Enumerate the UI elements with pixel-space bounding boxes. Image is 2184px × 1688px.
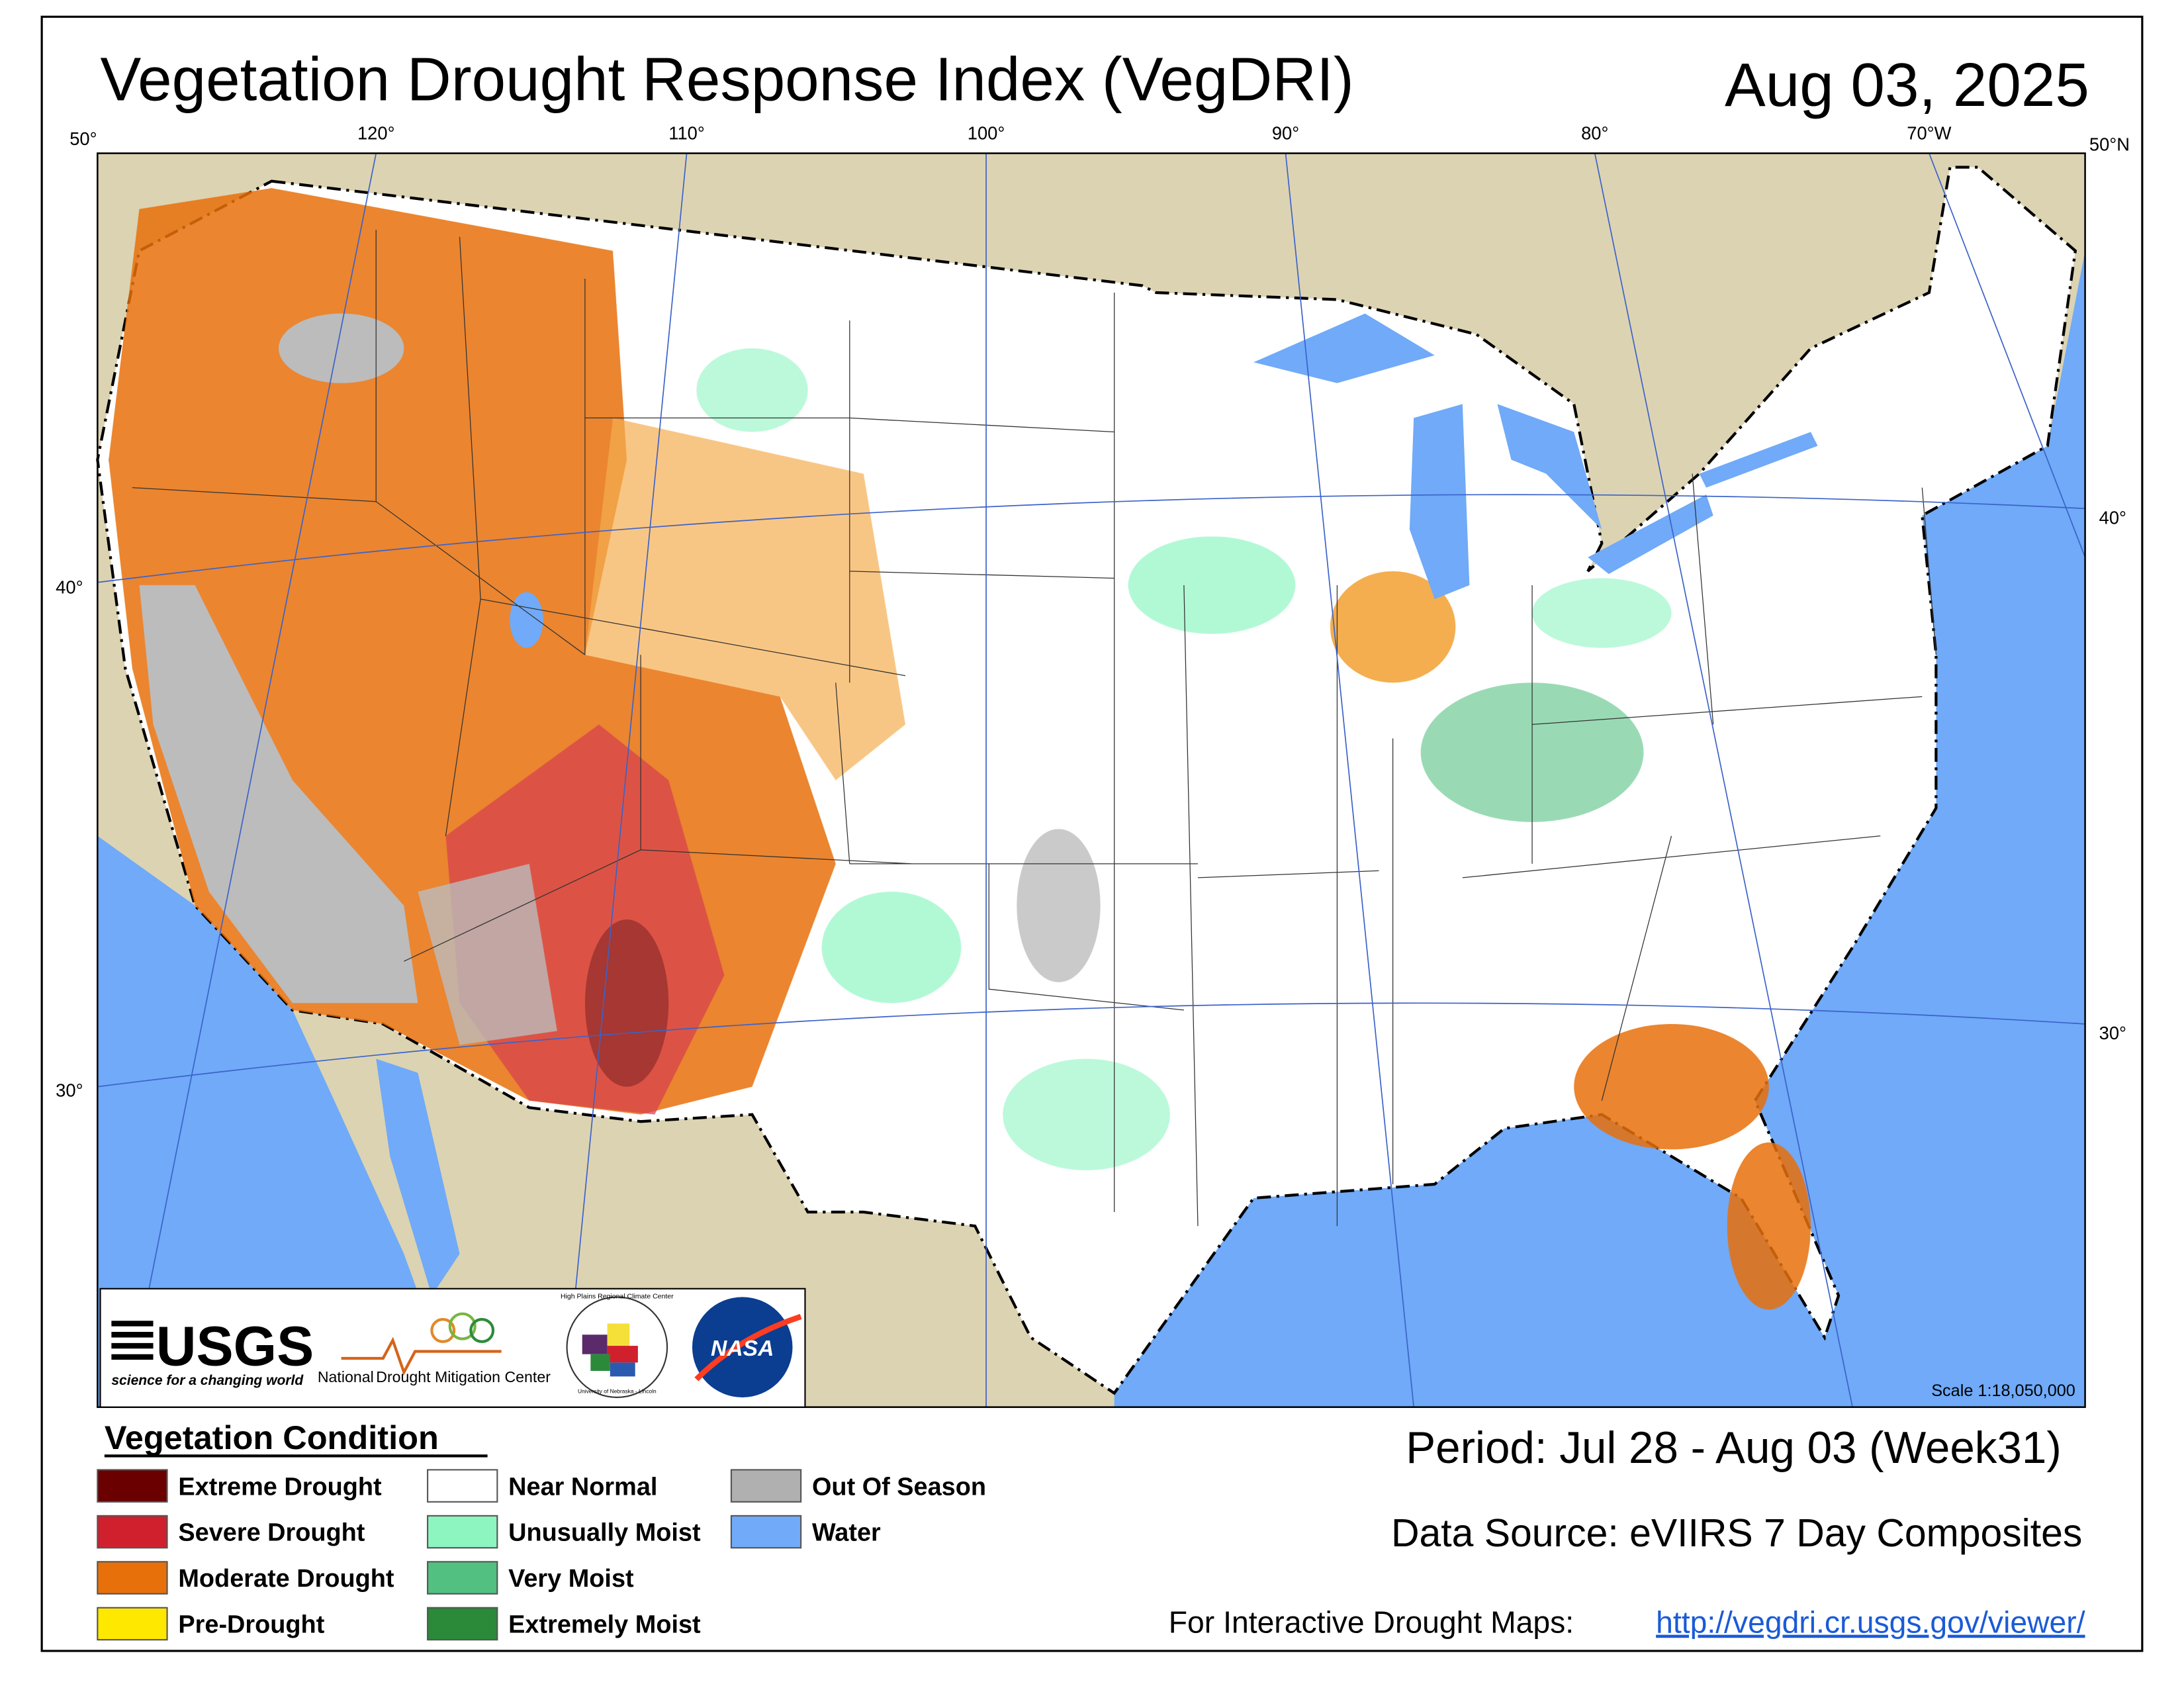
legend-label: Pre-Drought [178,1611,324,1639]
legend-swatch [730,1515,802,1549]
great-lakes [510,313,1818,648]
map-frame [97,152,2086,1408]
period: Period: Jul 28 - Aug 03 (Week31) [1406,1423,2062,1473]
map: Scale 1:18,050,000 [96,152,2086,1408]
hprcc-logo: High Plains Regional Climate Center Univ… [561,1293,674,1398]
pulse-line [341,1336,502,1376]
legend-swatch [97,1469,168,1503]
legend-swatch [427,1561,498,1595]
usgs-tagline: science for a changing world [111,1373,304,1388]
legend-label: Water [812,1519,881,1547]
graticule-label: 30° [2099,1023,2126,1043]
nasa-wordmark: NASA [711,1336,774,1361]
ndmc-name: Drought Mitigation Center [376,1368,551,1385]
legend-swatch [97,1561,168,1595]
legend-swatch [427,1515,498,1549]
link-label: For Interactive Drought Maps: [1169,1605,1574,1640]
graticule-label: 110° [668,122,705,143]
tree [448,1312,477,1340]
graticule-label: 40° [2099,507,2126,528]
gulf-of-california [376,1058,460,1296]
legend-label: Extremely Moist [508,1611,701,1639]
graticule-label: 50°N [2089,134,2130,154]
legend-swatch [730,1469,802,1503]
legend: Extreme Drought Severe Drought Moderate Dr… [97,1469,986,1641]
data-source: Data Source: eVIIRS 7 Day Composites [1391,1512,2082,1555]
atlantic-ocean [1114,250,2085,1407]
logo-frame [99,1288,806,1408]
hprcc-block [590,1354,610,1371]
map-scale: Scale 1:18,050,000 [1931,1382,2075,1400]
hprcc-block [607,1323,630,1346]
hprcc-block [582,1335,608,1354]
legend-label: Very Moist [508,1565,634,1593]
logo-box: USGS science for a changing world Nation… [99,1288,806,1408]
tree [430,1317,456,1343]
viewer-link[interactable]: http://vegdri.cr.usgs.gov/viewer/ [1656,1605,2085,1640]
hprcc-block [607,1346,638,1363]
graticule-label: 90° [1272,122,1299,143]
graticule-label: 30° [56,1080,83,1100]
ndmc-logo: National Drought Mitigation Center [318,1312,551,1385]
legend-label: Extreme Drought [178,1473,382,1501]
legend-label: Out Of Season [812,1473,986,1501]
ndmc-prefix: National [318,1368,374,1385]
graticule-label: 120° [357,122,395,143]
legend-label: Unusually Moist [508,1519,701,1547]
usgs-wordmark: USGS [156,1315,314,1378]
tree [469,1317,495,1343]
date: Aug 03, 2025 [1725,50,2089,119]
legend-swatch [427,1469,498,1503]
legend-label: Severe Drought [178,1519,365,1547]
graticule-label: 100° [968,122,1005,143]
graticule-label: 50° [69,128,97,149]
nasa-logo: NASA [692,1297,802,1397]
pacific-ocean [97,835,460,1407]
hprcc-university: University of Nebraska - Lincoln [578,1388,657,1395]
graticule-label: 80° [1581,122,1608,143]
graticule-label: 70°W [1907,122,1951,143]
legend-swatch [427,1607,498,1641]
hprcc-block [610,1362,635,1377]
title: Vegetation Drought Response Index (VegDR… [101,45,1354,114]
legend-title: Vegetation Condition [105,1419,439,1456]
graticule-labels: 50° 120° 110° 100° 90° 80° 70°W 50°N 40° 30° 40° 30… [56,122,2130,1100]
nasa-swoosh [694,1313,802,1382]
graticule [97,153,2086,1407]
hprcc-name: High Plains Regional Climate Center [561,1293,674,1301]
legend-label: Near Normal [508,1473,657,1501]
usgs-logo: USGS science for a changing world [111,1315,314,1388]
state-lines [132,230,1937,1227]
legend-swatch [97,1515,168,1549]
usgs-waves [111,1321,154,1360]
graticule-label: 40° [56,577,83,598]
legend-label: Moderate Drought [178,1565,394,1593]
drought-shading [109,188,1811,1310]
nasa-circle [692,1297,793,1397]
legend-swatch [97,1607,168,1641]
